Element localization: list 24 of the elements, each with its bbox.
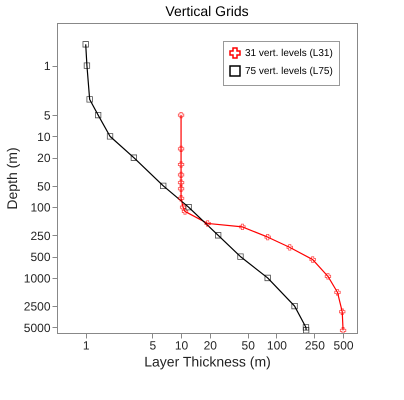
y-axis-title: Depth (m) xyxy=(4,147,20,210)
x-tick-label: 1 xyxy=(82,338,90,352)
x-tick-label: 5 xyxy=(150,338,157,352)
legend-label: 75 vert. levels (L75) xyxy=(245,66,333,77)
y-tick-label: 1 xyxy=(44,59,51,74)
y-tick-label: 50 xyxy=(37,179,51,194)
y-tick-label: 5 xyxy=(44,108,51,123)
x-tick-label: 50 xyxy=(242,338,256,352)
y-tick-label: 100 xyxy=(30,200,51,215)
y-tick-label: 10 xyxy=(37,130,51,144)
y-tick-label: 250 xyxy=(30,228,51,243)
x-tick-label: 100 xyxy=(266,338,288,352)
x-tick-label: 250 xyxy=(304,338,326,352)
legend-label: 31 vert. levels (L31) xyxy=(245,48,333,59)
x-axis-title: Layer Thickness (m) xyxy=(144,354,271,370)
y-tick-label: 5000 xyxy=(24,320,51,335)
y-tick-label: 2500 xyxy=(24,300,51,314)
y-tick-label: 1000 xyxy=(24,271,51,286)
x-tick-label: 10 xyxy=(174,338,189,352)
x-tick-label: 20 xyxy=(204,338,218,352)
y-tick-label: 20 xyxy=(37,151,51,166)
y-tick-label: 500 xyxy=(30,250,51,264)
chart-title: Vertical Grids xyxy=(165,3,249,19)
x-tick-label: 500 xyxy=(334,338,354,352)
